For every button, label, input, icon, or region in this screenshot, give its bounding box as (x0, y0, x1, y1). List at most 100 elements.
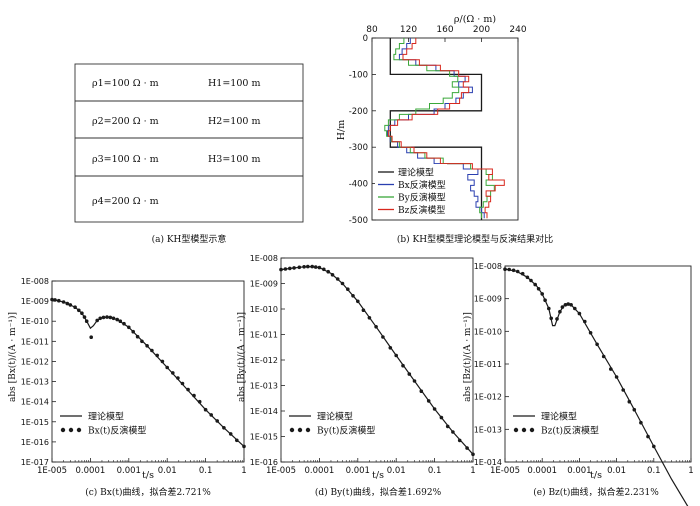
e-y-tick-label: 1E-010 (474, 327, 502, 336)
c-inversion-point (118, 319, 123, 324)
b-x-tick-label: 120 (400, 25, 417, 35)
c-inversion-point (77, 308, 81, 313)
c-y-tick-label: 1E-010 (21, 317, 49, 326)
layer-3-rho: ρ3=100 Ω · m (92, 154, 159, 165)
c-inversion-point (197, 399, 202, 404)
c-inversion-point (235, 438, 239, 443)
panel-d-chart: 1E-005 0.0001 0.001 0.01 0.1 1 1E-008 1E-009 1E-… (236, 254, 476, 498)
c-inversion-point (89, 335, 93, 340)
c-inversion-point (61, 300, 66, 304)
e-inversion-point (621, 388, 625, 392)
d-y-tick-label: 1E-016 (250, 458, 278, 467)
d-legend-marker-swatch (289, 427, 295, 433)
c-inversion-point (105, 315, 109, 319)
c-inversion-point (160, 359, 165, 364)
d-inversion-point (367, 316, 372, 320)
d-inversion-point (457, 438, 462, 443)
c-legend-label-theory: 理论模型 (88, 411, 124, 423)
d-inversion-point (471, 452, 475, 457)
c-theory-curve (51, 298, 245, 447)
b-legend-label-by: By反演模型 (398, 192, 446, 204)
e-inversion-point (520, 271, 525, 276)
c-y-tick-label: 1E-014 (21, 398, 49, 407)
b-y-tick-label: -200 (349, 107, 368, 117)
d-inversion-point (302, 265, 306, 269)
b-y-tick-label: -100 (349, 70, 368, 80)
c-inversion-point (242, 444, 246, 449)
e-inversion-point (583, 319, 587, 324)
d-inversion-point (426, 399, 431, 403)
b-y-tick-label: -500 (349, 216, 368, 226)
c-inversion-point (215, 419, 219, 423)
d-inversion-point (317, 265, 322, 270)
c-x-tick-label: 0.0001 (76, 466, 106, 476)
d-inversion-point (292, 266, 296, 270)
b-x-tick-label: 160 (436, 25, 453, 35)
c-y-tick-label: 1E-012 (21, 357, 49, 366)
c-inversion-point (140, 339, 144, 344)
c-x-axis-label: t/s (142, 470, 154, 481)
e-inversion-point (560, 305, 565, 309)
e-legend-label-theory: 理论模型 (541, 411, 577, 423)
b-caption: (b) KH型模型理论模型与反演结果对比 (397, 233, 553, 245)
e-inversion-point (646, 434, 650, 439)
d-legend-label-theory: 理论模型 (317, 411, 353, 423)
d-inversion-point (351, 294, 355, 298)
d-legend-marker-swatch (297, 427, 303, 433)
c-inversion-point (115, 317, 119, 322)
c-inversion-point (84, 319, 89, 324)
d-y-tick-label: 1E-010 (250, 305, 278, 314)
b-x-tick-label: 200 (473, 25, 490, 35)
e-x-tick-label: 0.1 (647, 466, 661, 476)
e-plot-area: 1E-005 0.0001 0.001 0.01 0.1 1 1E-008 1E-009 1E-… (474, 262, 694, 506)
c-x-tick-label: 0.1 (199, 466, 213, 476)
b-y-tick-label: -300 (349, 143, 368, 153)
c-inversion-point (65, 301, 70, 306)
e-legend-marker-swatch (521, 427, 527, 433)
c-inversion-point (155, 353, 159, 358)
d-inversion-point (322, 267, 326, 272)
d-inversion-point (407, 372, 412, 376)
c-y-tick-label: 1E-017 (21, 458, 49, 467)
c-inversion-point (122, 321, 126, 326)
b-x-tick-label: 80 (366, 25, 378, 35)
c-y-tick-label: 1E-009 (21, 297, 49, 306)
e-inversion-point (639, 420, 643, 425)
e-inversion-point (543, 298, 547, 303)
d-y-tick-label: 1E-014 (250, 407, 278, 416)
layer-3-thickness: H3=100 m (208, 154, 260, 165)
d-inversion-point (326, 269, 331, 274)
e-inversion-point (573, 306, 577, 311)
d-inversion-point (346, 287, 350, 292)
b-series-theory (389, 38, 483, 220)
d-x-tick-label: 0.1 (428, 466, 442, 476)
b-legend-label-bz: Bz反演模型 (398, 204, 445, 216)
e-legend-marker-swatch (513, 427, 519, 433)
e-inversion-point (511, 268, 516, 273)
b-y-tick-label: 0 (363, 34, 368, 44)
d-inversion-point (340, 281, 345, 286)
c-inversion-point (209, 413, 213, 417)
d-inversion-point (401, 363, 405, 368)
b-x-axis-label: ρ/(Ω · m) (454, 14, 496, 25)
d-inversion-point (419, 389, 424, 394)
d-y-tick-label: 1E-015 (250, 433, 278, 442)
e-inversion-point (601, 354, 606, 359)
e-legend-label-inversion: Bz(t)反演模型 (541, 425, 599, 437)
e-inversion-point (533, 282, 537, 287)
d-inversion-point (306, 264, 310, 269)
e-y-tick-label: 1E-009 (474, 295, 502, 304)
layer-4-rho: ρ4=200 Ω · m (92, 196, 159, 207)
d-y-tick-label: 1E-011 (250, 331, 278, 340)
d-inversion-point (388, 346, 393, 350)
c-legend-marker-swatch (68, 427, 74, 433)
b-legend-label-theory: 理论模型 (398, 167, 434, 179)
d-inversion-point (313, 265, 318, 269)
c-inversion-point (53, 298, 57, 302)
c-inversion-point (186, 387, 190, 392)
d-caption: (d) By(t)曲线，拟合差1.692% (315, 486, 442, 498)
c-caption: (c) Bx(t)曲线，拟合差2.721% (85, 486, 211, 498)
b-x-tick-label: 240 (509, 25, 526, 35)
d-plot-frame (280, 257, 474, 463)
d-y-axis-label: abs [By(t)/(A · m⁻¹)] (236, 312, 247, 402)
